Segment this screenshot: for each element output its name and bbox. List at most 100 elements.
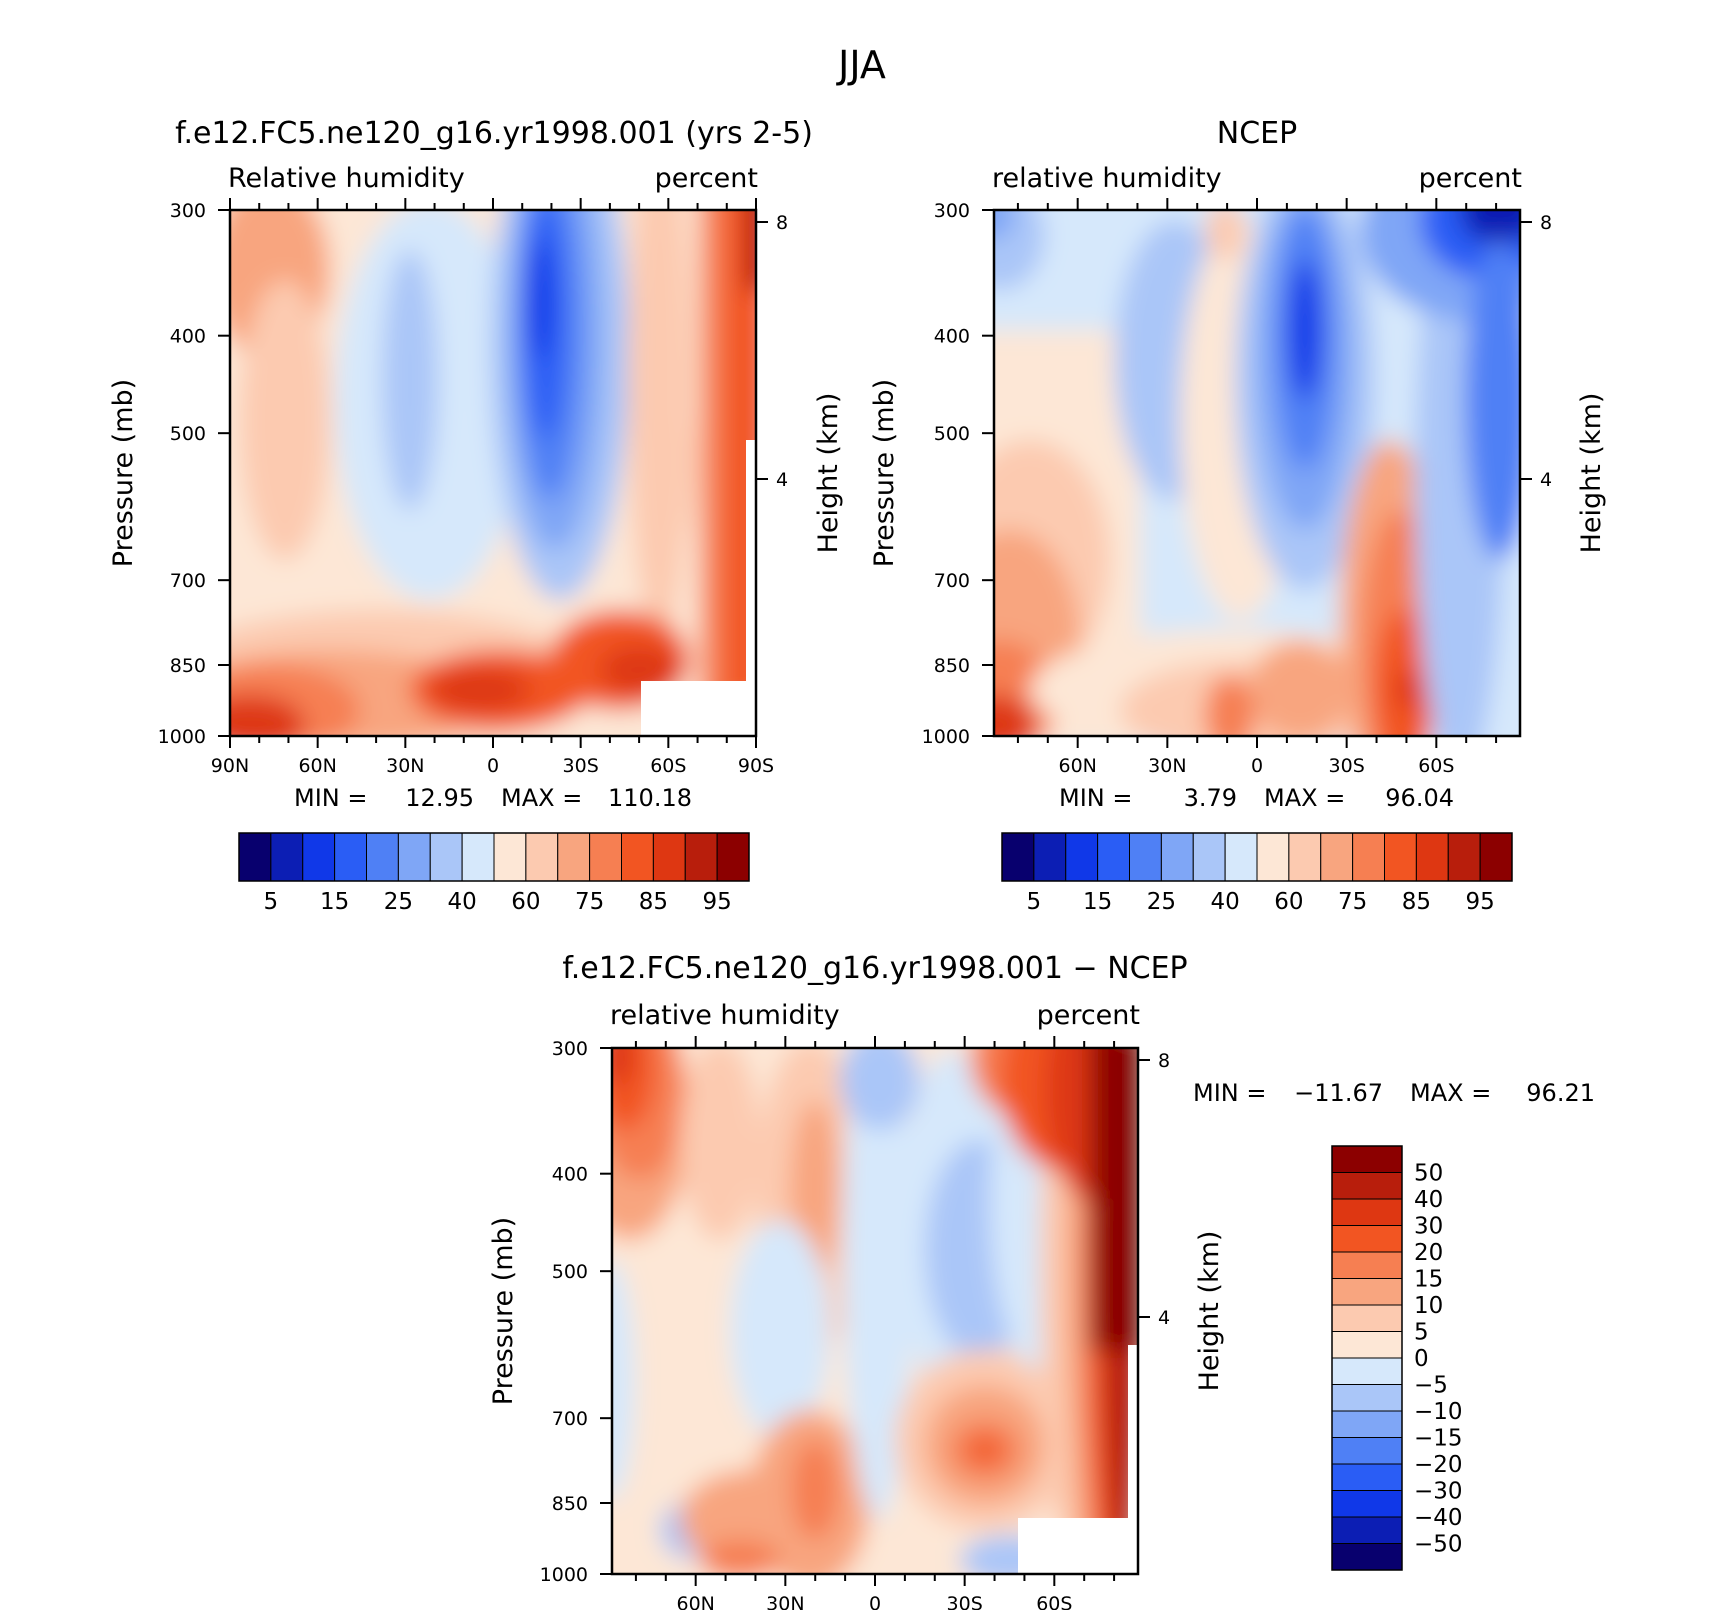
- colorbar-label: 15: [1414, 1267, 1443, 1293]
- colorbar-label: 15: [1083, 889, 1112, 915]
- colorbar: 5 15 25 40 60 75 85 95: [238, 832, 750, 915]
- x-tick-label: 60N: [298, 755, 336, 777]
- colorbar-label: 50: [1414, 1161, 1443, 1187]
- colorbar-label: 40: [447, 889, 476, 915]
- min-max-summary: MIN = −11.67 MAX = 96.21: [1193, 1079, 1595, 1107]
- contour-field: [994, 210, 1520, 736]
- min-value: −11.67: [1294, 1079, 1383, 1107]
- colorbar-swatch: [366, 832, 399, 882]
- colorbar-swatch: [1331, 1251, 1403, 1279]
- colorbar-swatch: [1001, 832, 1035, 882]
- colorbar-swatch: [1331, 1490, 1403, 1518]
- colorbar-label: 25: [1147, 889, 1176, 915]
- y-tick-label: 500: [552, 1261, 588, 1283]
- colorbar-swatch: [429, 832, 463, 882]
- colorbar-swatch: [1192, 832, 1226, 882]
- y-tick-label: 400: [552, 1164, 588, 1186]
- height-tick-label: 4: [1540, 469, 1552, 491]
- colorbar-label: −5: [1414, 1373, 1448, 1399]
- y-tick-label: 300: [170, 200, 206, 222]
- colorbar-label: 10: [1414, 1293, 1443, 1319]
- contour-field: [612, 1048, 1138, 1574]
- colorbar-swatch: [589, 832, 622, 882]
- min-max-summary: MIN = 3.79 MAX = 96.04: [1059, 784, 1454, 812]
- y-axis-label: Pressure (mb): [108, 379, 139, 567]
- colorbar-swatch: [1352, 832, 1385, 882]
- panel-model: f.e12.FC5.ne120_g16.yr1998.001 (yrs 2-5)…: [108, 116, 844, 915]
- max-value: 110.18: [608, 784, 692, 812]
- colorbar-label: 0: [1414, 1346, 1429, 1372]
- max-value: 96.21: [1526, 1079, 1595, 1107]
- y-tick-label: 500: [170, 423, 206, 445]
- colorbar-swatch: [525, 832, 559, 882]
- max-label: MAX =: [501, 784, 582, 812]
- colorbar-swatch: [684, 832, 718, 882]
- y-tick-label: 1000: [922, 726, 970, 748]
- x-tick-label: 60S: [650, 755, 686, 777]
- units-label: percent: [1037, 1000, 1140, 1031]
- colorbar-swatch: [1288, 832, 1322, 882]
- y-tick-label: 850: [934, 655, 970, 677]
- colorbar-swatch: [1224, 832, 1258, 882]
- colorbar-label: 30: [1414, 1214, 1443, 1240]
- panel-title: f.e12.FC5.ne120_g16.yr1998.001 − NCEP: [562, 951, 1187, 986]
- height-axis-label: Height (km): [1576, 393, 1607, 554]
- height-tick-label: 4: [1158, 1307, 1170, 1329]
- x-tick-label: 90S: [738, 755, 774, 777]
- axis-ticks: 90N 60N 30N 0 30S 60S 90S 300 400 500 700 850 1000 8 4: [158, 198, 788, 777]
- x-tick-label: 0: [869, 1593, 881, 1610]
- colorbar-swatch: [1415, 832, 1449, 882]
- colorbar-swatch: [1331, 1145, 1403, 1173]
- colorbar-label: 25: [384, 889, 413, 915]
- colorbar-swatch: [1320, 832, 1354, 882]
- colorbar-swatch: [652, 832, 686, 882]
- y-tick-label: 700: [552, 1408, 588, 1430]
- colorbar-swatch: [1331, 1331, 1403, 1359]
- panel-title: NCEP: [1217, 116, 1297, 151]
- height-tick-label: 4: [776, 469, 788, 491]
- colorbar-label: −20: [1414, 1452, 1463, 1478]
- colorbar-label: −15: [1414, 1426, 1463, 1452]
- x-tick-label: 60S: [1036, 1593, 1072, 1610]
- min-label: MIN =: [294, 784, 367, 812]
- colorbar-swatch: [493, 832, 527, 882]
- colorbar-swatch: [1331, 1172, 1403, 1200]
- colorbar-label: 75: [1338, 889, 1367, 915]
- height-axis-label: Height (km): [1194, 1231, 1225, 1392]
- colorbar-swatch: [1331, 1410, 1403, 1438]
- y-tick-label: 850: [552, 1493, 588, 1515]
- y-tick-label: 700: [170, 570, 206, 592]
- y-tick-label: 1000: [158, 726, 206, 748]
- y-tick-label: 850: [170, 655, 206, 677]
- colorbar-swatch: [1033, 832, 1067, 882]
- colorbar-label: −30: [1414, 1479, 1463, 1505]
- colorbar-swatch: [1160, 832, 1194, 882]
- colorbar-swatch: [270, 832, 304, 882]
- colorbar-label: 40: [1210, 889, 1239, 915]
- colorbar-label: −50: [1414, 1532, 1463, 1558]
- x-tick-label: 60S: [1418, 755, 1454, 777]
- colorbar-swatch: [1331, 1543, 1403, 1571]
- x-tick-label: 60N: [1058, 755, 1096, 777]
- height-tick-label: 8: [776, 212, 788, 234]
- y-tick-label: 1000: [540, 1564, 588, 1586]
- colorbar-swatch: [1331, 1225, 1403, 1253]
- colorbar-swatch: [557, 832, 591, 882]
- height-tick-label: 8: [1158, 1050, 1170, 1072]
- colorbar-swatch: [1447, 832, 1481, 882]
- y-tick-label: 500: [934, 423, 970, 445]
- x-tick-label: 30N: [766, 1593, 804, 1610]
- y-axis-label: Pressure (mb): [869, 379, 900, 567]
- panel-difference: f.e12.FC5.ne120_g16.yr1998.001 − NCEP re…: [488, 951, 1595, 1610]
- max-label: MAX =: [1264, 784, 1345, 812]
- colorbar-frame: [1001, 832, 1513, 882]
- colorbar-swatch: [334, 832, 367, 882]
- y-tick-label: 400: [934, 326, 970, 348]
- height-axis-label: Height (km): [813, 393, 844, 554]
- panel-observed: NCEP relative humidity percent: [869, 116, 1607, 915]
- colorbar-swatch: [397, 832, 431, 882]
- colorbar-label: 75: [575, 889, 604, 915]
- x-tick-label: 0: [487, 755, 499, 777]
